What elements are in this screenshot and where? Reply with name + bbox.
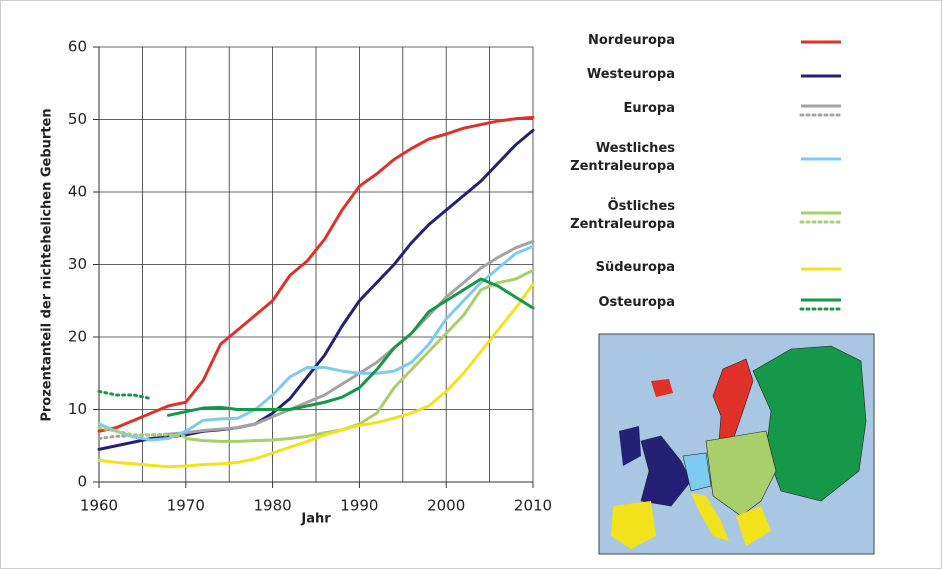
series-line — [97, 282, 535, 469]
legend-label: Westliches Zentraleuropa — [570, 141, 675, 174]
y-tick-label: 0 — [77, 473, 87, 491]
y-tick-label: 20 — [68, 328, 87, 346]
y-tick-label: 60 — [68, 38, 87, 56]
x-tick-label: 1990 — [340, 497, 378, 515]
legend-label: Westeuropa — [586, 67, 675, 82]
x-tick-label: 1970 — [167, 497, 205, 515]
x-tick-label: 1980 — [254, 497, 292, 515]
series-line — [166, 277, 535, 417]
legend-label: Östliches Zentraleuropa — [570, 199, 675, 232]
x-axis-label: Jahr — [300, 512, 331, 527]
map — [598, 333, 875, 555]
y-axis-label: Prozentanteil der nichtehelichen Geburte… — [40, 108, 55, 421]
y-tick-label: 50 — [68, 110, 87, 128]
y-tick-label: 40 — [68, 183, 87, 201]
x-tick-label: 2010 — [514, 497, 552, 515]
x-tick-label: 2000 — [427, 497, 465, 515]
series-line — [97, 115, 535, 433]
legend-label: Europa — [623, 101, 675, 116]
legend-label: Südeuropa — [595, 260, 675, 275]
series-line-dotted — [97, 426, 188, 438]
y-tick-label: 10 — [68, 400, 87, 418]
series-line-dotted — [97, 389, 153, 401]
legend-label: Osteuropa — [598, 295, 676, 310]
series-line — [97, 244, 535, 442]
y-tick-label: 30 — [68, 255, 87, 273]
legend-label: Nordeuropa — [587, 33, 675, 48]
series-line — [166, 239, 535, 436]
x-tick-label: 1960 — [80, 497, 118, 515]
